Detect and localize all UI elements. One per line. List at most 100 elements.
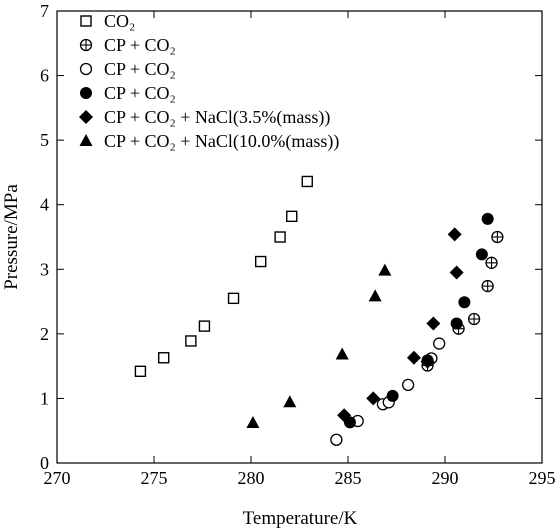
legend-label: CO₂ — [104, 11, 135, 31]
marker-shape — [198, 320, 211, 332]
marker-shape — [79, 134, 93, 146]
marker-shape — [406, 350, 421, 365]
marker-shape — [80, 15, 92, 27]
marker-shape — [386, 389, 399, 402]
data-point-series-0 — [227, 292, 240, 305]
marker-shape — [79, 62, 93, 76]
y-tick-label: 4 — [40, 195, 49, 215]
x-tick-label: 275 — [141, 468, 168, 488]
legend-label: CP + CO₂ + NaCl(10.0%(mass)) — [104, 131, 339, 152]
marker-shape — [378, 263, 392, 276]
data-point-series-0 — [185, 335, 197, 347]
legend-marker — [80, 15, 92, 27]
y-tick-label: 5 — [40, 130, 49, 150]
data-point-series-0 — [254, 255, 267, 268]
y-tick-label: 7 — [40, 1, 49, 21]
y-axis-label: Pressure/MPa — [1, 184, 22, 290]
x-tick-label: 295 — [529, 468, 556, 488]
marker-shape — [227, 292, 240, 305]
y-tick-label: 1 — [40, 388, 49, 408]
marker-shape — [185, 335, 197, 347]
data-point-series-4 — [449, 265, 464, 280]
data-point-series-4 — [337, 408, 352, 423]
marker-shape — [330, 433, 343, 446]
data-point-series-3 — [475, 248, 488, 261]
x-tick-label: 270 — [44, 468, 71, 488]
marker-shape — [447, 227, 462, 242]
legend-label: CP + CO₂ + NaCl(3.5%(mass)) — [104, 107, 330, 128]
marker-shape — [366, 391, 381, 406]
legend: CO₂ CP + CO₂ CP + CO₂ CP + CO₂ CP + CO₂ + Na… — [79, 11, 339, 152]
marker-shape — [79, 110, 93, 124]
legend-marker — [79, 62, 93, 76]
data-point-series-5 — [368, 289, 382, 302]
marker-shape — [368, 289, 382, 302]
x-tick-label: 290 — [432, 468, 459, 488]
legend-label: CP + CO₂ — [104, 83, 176, 103]
data-point-series-4 — [447, 227, 462, 242]
marker-shape — [426, 316, 441, 331]
legend-marker — [79, 134, 93, 146]
data-point-series-0 — [157, 352, 170, 364]
data-point-series-3 — [481, 212, 494, 225]
legend-label: CP + CO₂ — [104, 59, 176, 79]
marker-shape — [475, 248, 488, 261]
marker-shape — [274, 231, 286, 243]
marker-shape — [283, 395, 297, 408]
x-axis-label: Temperature/K — [243, 508, 358, 529]
marker-shape — [254, 255, 267, 268]
data-point-series-4 — [420, 354, 435, 369]
marker-shape — [157, 352, 170, 364]
data-point-series-5 — [246, 415, 260, 428]
data-point-series-4 — [406, 350, 421, 365]
data-point-series-2 — [330, 433, 343, 446]
marker-shape — [449, 265, 464, 280]
data-marks — [134, 175, 504, 446]
marker-shape — [481, 212, 494, 225]
legend-label: CP + CO₂ — [104, 35, 176, 55]
data-point-series-4 — [426, 316, 441, 331]
marker-shape — [246, 415, 260, 428]
data-point-series-0 — [301, 175, 313, 188]
data-point-series-0 — [286, 210, 298, 223]
data-point-series-1 — [467, 312, 481, 326]
marker-shape — [286, 210, 298, 223]
y-tick-label: 0 — [40, 453, 49, 473]
y-tick-label: 2 — [40, 324, 49, 344]
marker-shape — [337, 408, 352, 423]
data-point-series-2 — [433, 337, 446, 350]
marker-shape — [450, 317, 463, 330]
x-tick-label: 280 — [238, 468, 265, 488]
data-point-series-3 — [450, 317, 463, 330]
x-tick-label: 285 — [335, 468, 362, 488]
data-point-series-1 — [491, 230, 504, 244]
data-point-series-5 — [378, 263, 392, 276]
marker-shape — [458, 296, 471, 309]
plot-frame — [56, 10, 543, 464]
marker-shape — [134, 365, 147, 378]
data-point-series-5 — [335, 347, 349, 360]
data-point-series-0 — [274, 231, 286, 243]
data-point-series-2 — [401, 378, 415, 392]
data-point-series-0 — [134, 365, 147, 378]
marker-shape — [401, 378, 415, 392]
data-point-series-5 — [283, 395, 297, 408]
marker-shape — [301, 175, 313, 188]
axes: 270 275 280 285 290 295 0 1 2 3 4 5 6 7 — [40, 1, 556, 488]
data-point-series-3 — [458, 296, 471, 309]
marker-shape — [433, 337, 446, 350]
y-tick-label: 6 — [40, 66, 49, 86]
data-point-series-4 — [366, 391, 381, 406]
legend-marker — [79, 110, 93, 124]
marker-shape — [420, 354, 435, 369]
legend-marker — [80, 87, 92, 99]
y-tick-label: 3 — [40, 259, 49, 279]
data-point-series-0 — [198, 320, 211, 332]
legend-marker — [79, 38, 93, 52]
marker-shape — [335, 347, 349, 360]
data-point-series-1 — [481, 279, 494, 293]
data-point-series-3 — [386, 389, 399, 402]
data-point-series-1 — [485, 256, 498, 269]
marker-shape — [80, 87, 92, 99]
